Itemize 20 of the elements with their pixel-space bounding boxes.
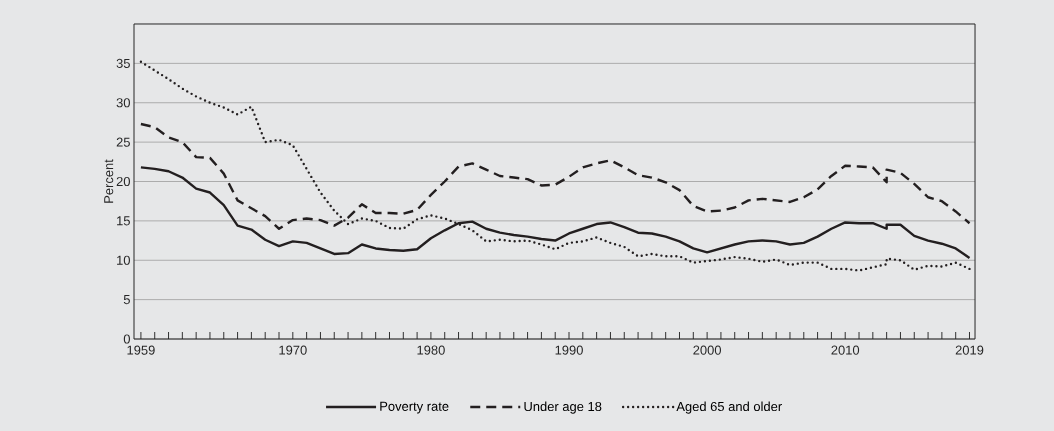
y-tick-label: 30 (116, 98, 130, 108)
x-tick-label: 1970 (279, 345, 307, 355)
y-tick-label: 35 (116, 58, 130, 68)
x-tick-label: 1980 (417, 345, 445, 355)
legend-label: Under age 18 (524, 401, 602, 414)
y-tick-label: 15 (117, 216, 130, 226)
y-tick-label: 10 (117, 255, 130, 265)
legend-label: Aged 65 and older (676, 401, 782, 414)
y-tick-label: 0 (123, 334, 130, 344)
x-tick-label: 1990 (555, 345, 583, 355)
y-tick-label: 5 (123, 295, 130, 305)
y-tick-label: 25 (116, 137, 130, 147)
x-tick-label: 1959 (127, 345, 155, 355)
legend-label: Poverty rate (380, 401, 449, 414)
y-axis-title: Percent (104, 159, 114, 203)
x-tick-label: 2019 (955, 345, 984, 355)
x-tick-label: 2010 (831, 345, 860, 355)
line-series (139, 60, 971, 272)
x-tick-label: 2000 (693, 345, 722, 355)
y-tick-label: 20 (116, 176, 130, 187)
